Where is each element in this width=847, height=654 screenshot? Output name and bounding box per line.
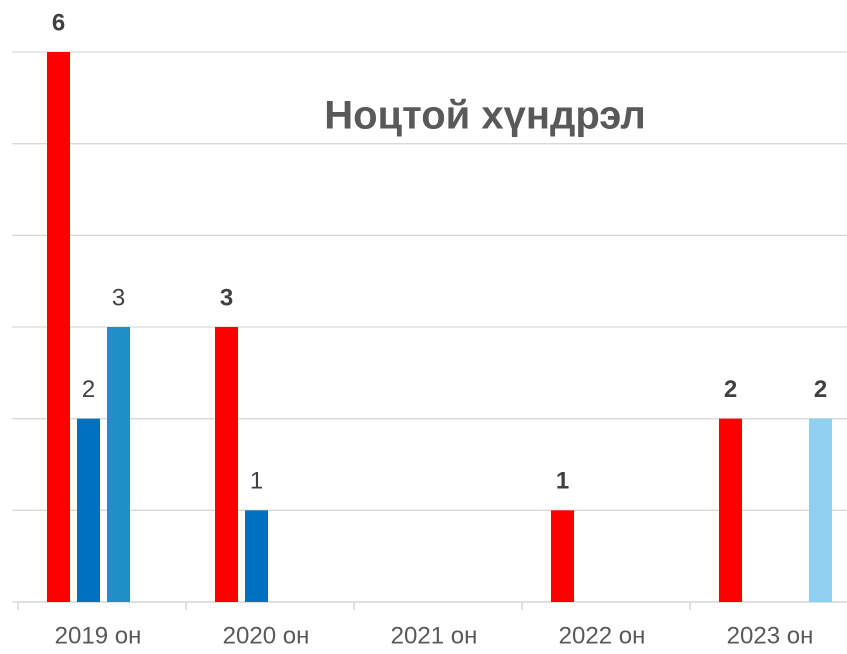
- data-label: 1: [556, 468, 569, 495]
- bar: [551, 510, 574, 602]
- bar: [77, 418, 100, 602]
- data-label: 6: [52, 9, 65, 36]
- x-tick-label: 2019 он: [55, 622, 142, 649]
- data-label: 3: [112, 284, 125, 311]
- bar: [809, 418, 832, 602]
- chart-title: Ноцтой хүндрэл: [324, 94, 646, 138]
- bar: [215, 327, 238, 602]
- x-tick-label: 2023 он: [727, 622, 814, 649]
- x-tick-label: 2021 он: [391, 622, 478, 649]
- bar: [245, 510, 268, 602]
- x-tick-label: 2020 он: [223, 622, 310, 649]
- bar: [47, 52, 70, 602]
- data-label: 3: [220, 284, 233, 311]
- bar: [719, 418, 742, 602]
- bar: [107, 327, 130, 602]
- data-label: 2: [814, 376, 827, 403]
- data-label: 1: [250, 468, 263, 495]
- data-label: 2: [724, 376, 737, 403]
- x-tick-label: 2022 он: [559, 622, 646, 649]
- data-label: 2: [82, 376, 95, 403]
